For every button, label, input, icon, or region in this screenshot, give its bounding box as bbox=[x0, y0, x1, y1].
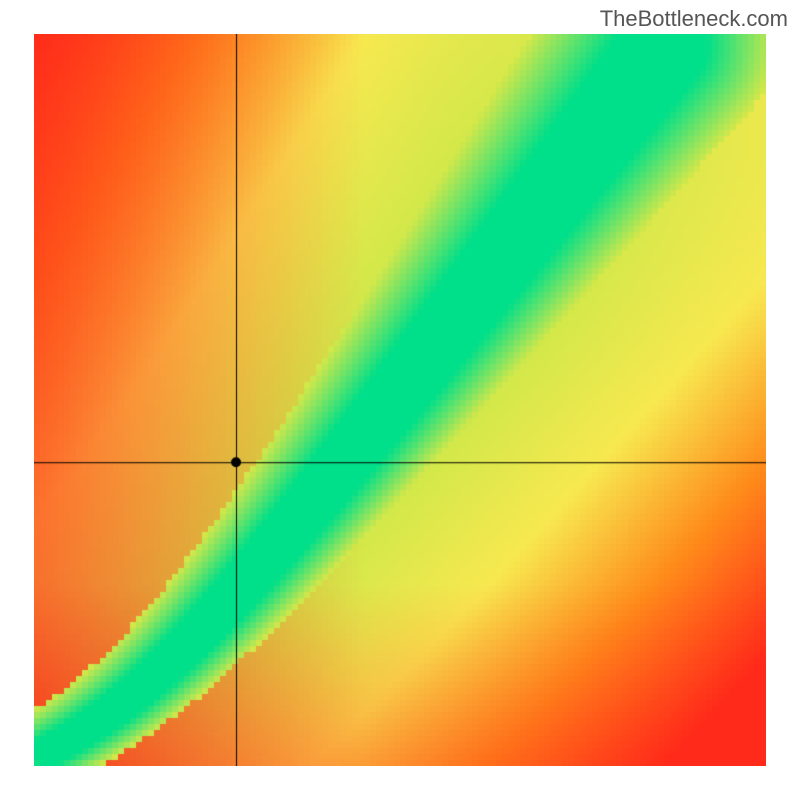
chart-border bbox=[34, 34, 766, 766]
bottleneck-heatmap bbox=[34, 34, 766, 766]
watermark-text: TheBottleneck.com bbox=[600, 6, 788, 32]
